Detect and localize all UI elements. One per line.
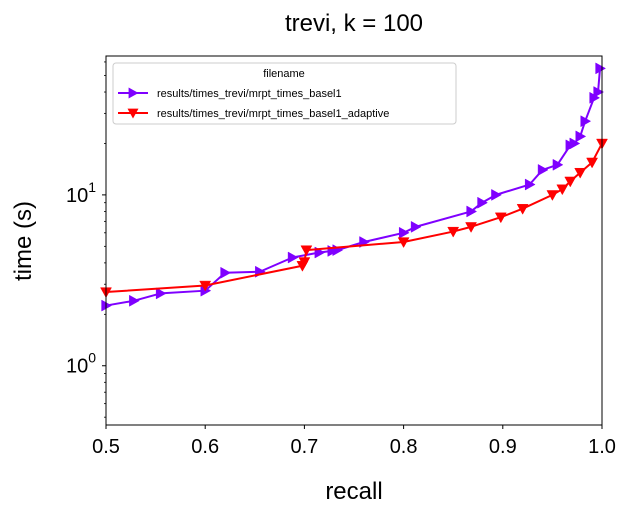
series-layer: [100, 62, 608, 312]
data-point: [397, 237, 410, 249]
data-point: [537, 164, 549, 176]
data-point: [574, 167, 587, 179]
data-point: [516, 204, 529, 215]
x-axis: 0.5 0.6 0.7 0.8 0.9 1.0: [92, 425, 616, 458]
y-axis-label: time (s): [10, 201, 37, 281]
data-point: [287, 251, 299, 264]
data-point: [101, 299, 113, 312]
x-tick-label: 0.6: [191, 436, 219, 458]
data-point: [447, 226, 460, 238]
x-tick-label: 1.0: [588, 436, 616, 458]
legend-swatch-marker: [127, 108, 139, 119]
data-point: [546, 190, 559, 201]
data-point: [129, 294, 140, 307]
data-point: [556, 184, 569, 196]
data-point: [494, 212, 507, 224]
data-point: [398, 226, 410, 239]
data-point: [220, 266, 232, 279]
data-point: [410, 220, 422, 233]
legend-title: filename: [263, 68, 305, 80]
data-point: [477, 196, 488, 209]
legend-box: [112, 62, 457, 125]
data-point: [593, 86, 605, 98]
y-tick-label: 100: [66, 350, 96, 378]
legend-swatch-marker: [128, 87, 139, 99]
chart-title: trevi, k = 100: [285, 10, 423, 37]
data-point: [569, 137, 581, 150]
data-point: [552, 158, 564, 171]
data-point: [300, 245, 313, 257]
data-point: [575, 130, 587, 143]
x-tick-label: 0.9: [489, 436, 517, 458]
x-tick-label: 0.7: [290, 436, 318, 458]
data-point: [465, 222, 477, 233]
data-point: [586, 157, 599, 169]
data-point: [580, 115, 592, 128]
y-tick-label: 101: [66, 179, 96, 207]
data-point: [524, 178, 536, 191]
legend-entry-label: results/times_trevi/mrpt_times_basel1_ad…: [157, 108, 389, 120]
data-point: [595, 62, 607, 75]
data-point: [466, 205, 478, 218]
plot-frame: [105, 55, 603, 426]
legend: filename results/times_trevi/mrpt_times_…: [112, 62, 457, 125]
y-axis: 100 101: [66, 61, 106, 418]
data-point: [155, 287, 167, 300]
data-point: [564, 176, 577, 188]
data-point: [298, 257, 311, 268]
data-point: [199, 280, 212, 292]
x-axis-label: recall: [325, 478, 382, 505]
x-tick-label: 0.8: [390, 436, 418, 458]
x-tick-label: 0.5: [92, 436, 120, 458]
data-point: [491, 188, 502, 201]
legend-entry-label: results/times_trevi/mrpt_times_basel1: [157, 88, 342, 100]
